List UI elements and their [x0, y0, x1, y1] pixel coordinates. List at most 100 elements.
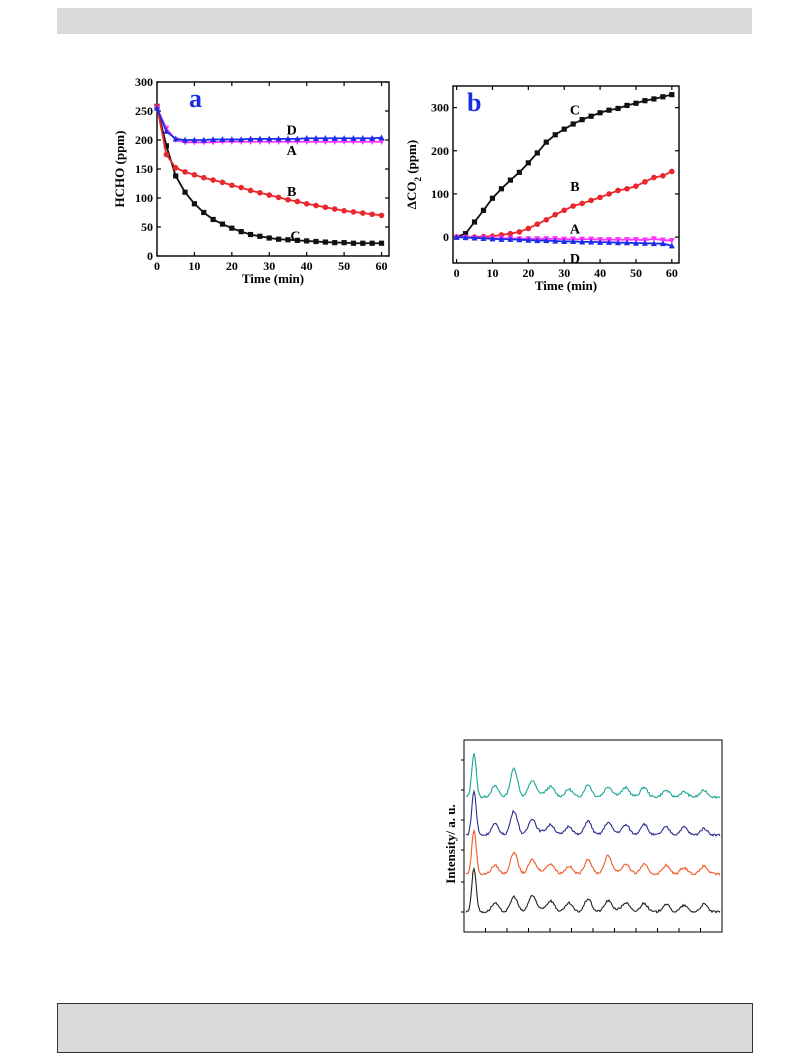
- data-point-A: [650, 236, 657, 243]
- series-C: [154, 103, 385, 246]
- data-point-B: [163, 151, 170, 158]
- data-point-C: [294, 237, 300, 243]
- y-tick-label: 100: [431, 187, 449, 201]
- data-point-B: [285, 196, 291, 203]
- data-point-C: [313, 238, 319, 245]
- data-point-D: [623, 239, 630, 246]
- data-point-B: [257, 189, 263, 196]
- series-annotation-A: A: [570, 222, 581, 237]
- data-point-C: [660, 94, 666, 100]
- data-point-C: [642, 98, 648, 104]
- data-point-D: [507, 236, 514, 242]
- data-point-D: [641, 239, 648, 246]
- data-point-B: [369, 211, 375, 218]
- data-point-D: [350, 135, 357, 141]
- chart-xrd-intensity: Intensity/ a. u.: [443, 739, 723, 933]
- data-point-D: [275, 135, 282, 142]
- data-point-C: [489, 195, 496, 201]
- data-point-C: [480, 207, 487, 213]
- data-point-C: [516, 169, 522, 175]
- data-point-D: [256, 135, 263, 142]
- data-point-D: [303, 135, 310, 141]
- x-tick-label: 30: [263, 259, 275, 273]
- data-point-B: [341, 207, 347, 214]
- data-point-B: [303, 201, 310, 207]
- data-point-C: [238, 229, 244, 235]
- data-point-D: [543, 237, 550, 244]
- series-annotation-C: C: [290, 230, 300, 245]
- data-point-B: [597, 194, 603, 201]
- y-tick-label: 0: [443, 230, 449, 244]
- data-point-C: [552, 132, 558, 138]
- y-axis-label: HCHO (ppm): [112, 131, 127, 208]
- data-point-B: [561, 207, 568, 214]
- data-point-B: [200, 174, 207, 181]
- data-point-C: [606, 107, 612, 113]
- data-point-B: [507, 230, 514, 237]
- data-point-C: [615, 105, 621, 112]
- data-point-D: [570, 238, 577, 245]
- data-point-C: [332, 240, 338, 246]
- data-point-B: [247, 187, 254, 194]
- x-axis-label: Time (min): [242, 271, 304, 286]
- data-point-B: [615, 187, 621, 194]
- chart-b-co2: 0 10 20 30 40 50 60 0 100 200 300 Time (min) ΔCO2 (p…: [404, 85, 680, 293]
- data-point-C: [669, 92, 675, 98]
- data-point-B: [191, 172, 198, 178]
- data-point-C: [173, 173, 179, 179]
- data-point-B: [624, 185, 630, 192]
- x-tick-label: 50: [630, 266, 642, 280]
- data-point-C: [341, 240, 347, 246]
- data-point-C: [588, 113, 594, 119]
- data-point-B: [210, 177, 216, 183]
- series-D: [154, 104, 385, 143]
- series-annotation-D: D: [287, 124, 297, 139]
- data-point-C: [597, 110, 603, 116]
- data-point-C: [201, 209, 207, 216]
- data-point-C: [369, 240, 375, 246]
- data-point-D: [247, 135, 254, 142]
- data-point-D: [453, 233, 460, 240]
- series-annotation-D: D: [570, 252, 580, 267]
- data-point-C: [462, 231, 469, 237]
- xrd-y-axis-label: Intensity/ a. u.: [443, 804, 458, 883]
- data-point-C: [285, 237, 291, 243]
- data-point-D: [525, 236, 532, 243]
- data-point-C: [579, 117, 585, 123]
- data-point-C: [471, 219, 478, 225]
- series-annotation-B: B: [570, 180, 579, 195]
- data-point-C: [304, 238, 310, 244]
- data-point-B: [238, 184, 244, 191]
- data-point-D: [471, 234, 478, 241]
- data-point-D: [462, 234, 469, 241]
- data-point-D: [480, 235, 487, 241]
- x-tick-label: 10: [486, 266, 498, 280]
- data-point-B: [552, 211, 559, 218]
- data-point-C: [633, 100, 639, 106]
- data-point-D: [322, 135, 329, 141]
- x-tick-label: 0: [154, 259, 160, 273]
- data-point-B: [588, 197, 594, 204]
- x-tick-label: 20: [522, 266, 534, 280]
- data-point-C: [247, 231, 254, 238]
- data-point-B: [660, 172, 666, 179]
- data-point-C: [210, 216, 216, 223]
- data-point-C: [219, 221, 226, 227]
- data-point-D: [369, 135, 376, 141]
- panel-label: a: [189, 84, 202, 113]
- xrd-pattern-4: [465, 866, 721, 914]
- y-tick-label: 50: [141, 220, 153, 234]
- data-point-C: [322, 239, 328, 245]
- data-point-D: [210, 136, 217, 143]
- data-point-B: [525, 225, 532, 232]
- data-point-B: [313, 202, 319, 209]
- y-axis-label: ΔCO2 (ppm): [404, 140, 423, 209]
- data-point-A: [668, 237, 675, 244]
- data-point-C: [191, 201, 198, 207]
- data-point-D: [534, 237, 541, 244]
- data-point-D: [579, 238, 586, 245]
- data-point-B: [606, 191, 612, 197]
- data-point-C: [257, 233, 263, 239]
- data-point-C: [525, 160, 531, 166]
- panel-label: b: [467, 88, 481, 117]
